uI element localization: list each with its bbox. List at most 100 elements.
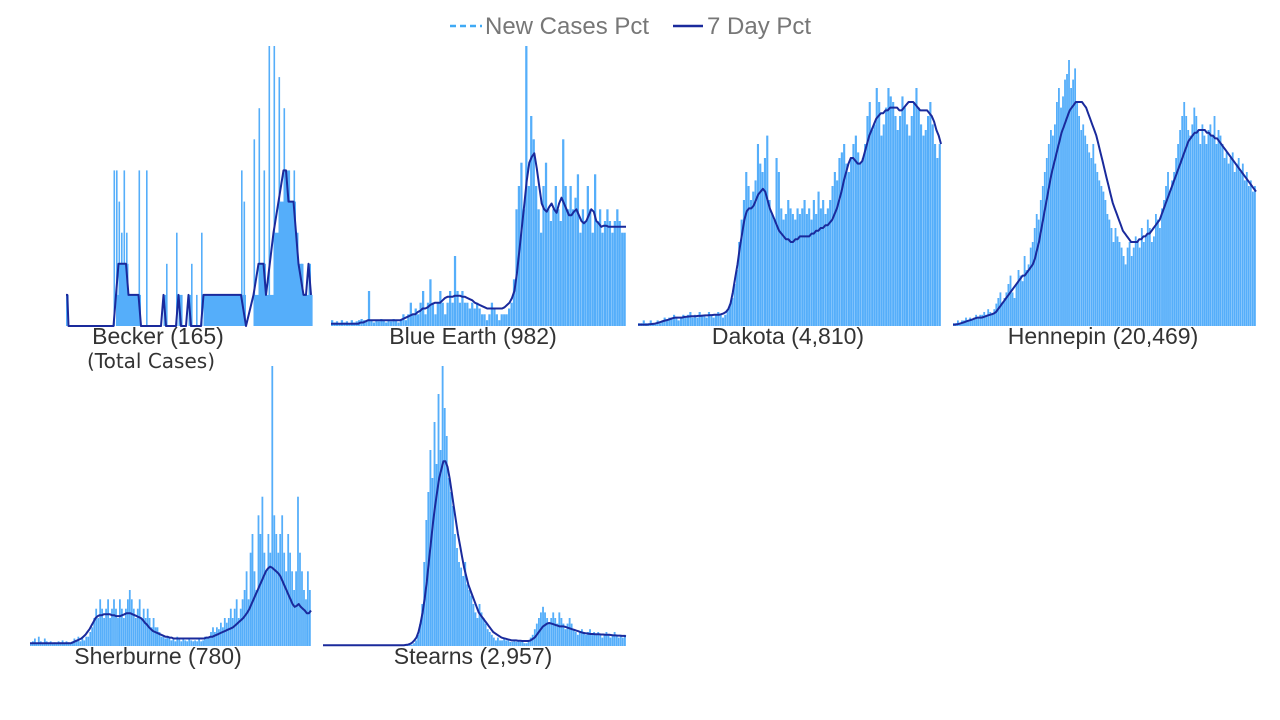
bar-new-cases-pct — [878, 102, 881, 326]
bar-new-cases-pct — [198, 638, 200, 646]
bar-new-cases-pct — [111, 608, 113, 646]
bar-new-cases-pct — [113, 170, 116, 326]
bar-new-cases-pct — [1151, 242, 1153, 326]
bar-new-cases-pct — [574, 632, 577, 646]
bar-new-cases-pct — [740, 219, 743, 326]
bar-new-cases-pct — [63, 643, 66, 646]
bar-new-cases-pct — [864, 144, 867, 326]
bar-new-cases-pct — [453, 256, 457, 326]
bar-new-cases-pct — [594, 174, 597, 326]
bar-new-cases-pct — [794, 219, 797, 326]
bar-new-cases-pct — [1126, 247, 1129, 326]
bar-new-cases-pct — [447, 478, 450, 646]
bar-new-cases-pct — [1031, 242, 1034, 326]
bar-new-cases-pct — [589, 209, 592, 326]
bars-group — [331, 46, 626, 326]
bar-new-cases-pct — [1108, 219, 1111, 326]
bar-new-cases-pct — [1157, 219, 1159, 326]
bar-new-cases-pct — [1144, 236, 1147, 326]
bar-new-cases-pct — [899, 116, 902, 326]
bar-new-cases-pct — [789, 208, 792, 326]
bar-new-cases-pct — [176, 232, 178, 326]
bar-new-cases-pct — [291, 571, 293, 646]
bar-new-cases-pct — [444, 314, 447, 326]
bar-new-cases-pct — [439, 450, 442, 646]
bar-new-cases-pct — [241, 170, 243, 326]
bar-new-cases-pct — [257, 515, 260, 646]
bar-new-cases-pct — [1211, 135, 1214, 326]
bar-new-cases-pct — [308, 263, 311, 326]
bar-new-cases-pct — [449, 492, 452, 646]
bar-new-cases-pct — [817, 191, 820, 326]
bar-new-cases-pct — [462, 576, 465, 646]
bar-new-cases-pct — [218, 629, 220, 646]
bar-new-cases-pct — [105, 608, 107, 646]
bar-new-cases-pct — [868, 102, 871, 326]
bar-new-cases-pct — [559, 221, 562, 326]
bar-new-cases-pct — [188, 638, 191, 646]
bar-new-cases-pct — [471, 302, 474, 326]
bar-new-cases-pct — [115, 608, 117, 646]
bar-new-cases-pct — [554, 618, 557, 646]
bar-new-cases-pct — [138, 170, 141, 326]
bar-new-cases-pct — [1118, 242, 1121, 326]
bar-new-cases-pct — [253, 571, 256, 646]
bar-new-cases-pct — [30, 643, 32, 646]
bar-new-cases-pct — [287, 534, 290, 646]
bar-new-cases-pct — [784, 214, 787, 326]
bar-new-cases-pct — [456, 548, 458, 646]
bar-new-cases-pct — [490, 302, 494, 326]
bar-new-cases-pct — [466, 584, 469, 646]
bar-new-cases-pct — [696, 317, 699, 326]
bar-new-cases-pct — [936, 158, 939, 326]
bar-new-cases-pct — [295, 571, 297, 646]
bar-new-cases-pct — [859, 163, 862, 326]
bar-new-cases-pct — [1023, 256, 1026, 326]
bar-new-cases-pct — [922, 135, 925, 326]
bar-new-cases-pct — [1015, 284, 1018, 326]
bar-new-cases-pct — [1041, 186, 1044, 326]
bar-new-cases-pct — [770, 214, 774, 326]
bar-new-cases-pct — [222, 627, 224, 646]
bar-new-cases-pct — [532, 139, 535, 326]
bar-new-cases-pct — [775, 158, 778, 326]
bar-new-cases-pct — [441, 366, 444, 646]
bar-new-cases-pct — [387, 320, 390, 326]
bar-new-cases-pct — [210, 632, 212, 646]
bar-new-cases-pct — [568, 618, 571, 646]
bar-new-cases-pct — [826, 208, 829, 326]
bar-new-cases-pct — [558, 612, 561, 646]
bar-new-cases-pct — [698, 312, 701, 326]
bar-new-cases-pct — [372, 322, 376, 326]
bar-new-cases-pct — [579, 232, 582, 326]
bar-new-cases-pct — [485, 320, 489, 326]
bar-new-cases-pct — [1019, 275, 1022, 326]
bar-new-cases-pct — [95, 608, 98, 646]
bar-new-cases-pct — [311, 294, 313, 326]
bar-new-cases-pct — [591, 634, 594, 646]
bar-new-cases-pct — [703, 314, 706, 326]
bar-new-cases-pct — [478, 308, 481, 326]
bar-new-cases-pct — [470, 595, 473, 646]
bar-new-cases-pct — [435, 464, 438, 646]
bar-new-cases-pct — [338, 323, 341, 326]
bar-new-cases-pct — [1003, 298, 1006, 326]
bar-new-cases-pct — [132, 608, 135, 646]
bar-new-cases-pct — [1229, 158, 1232, 326]
bar-new-cases-pct — [929, 102, 932, 326]
bar-new-cases-pct — [619, 634, 622, 646]
bar-new-cases-pct — [265, 571, 268, 646]
bar-new-cases-pct — [1201, 124, 1204, 327]
bar-new-cases-pct — [745, 172, 748, 326]
bar-new-cases-pct — [437, 394, 440, 646]
bars-group — [953, 60, 1256, 327]
bar-new-cases-pct — [1185, 116, 1188, 326]
bar-new-cases-pct — [505, 640, 508, 646]
bar-new-cases-pct — [146, 170, 148, 326]
bar-new-cases-pct — [812, 200, 815, 326]
bar-new-cases-pct — [601, 232, 604, 326]
bar-new-cases-pct — [51, 643, 54, 646]
bar-new-cases-pct — [1084, 135, 1087, 326]
bar-new-cases-pct — [190, 640, 193, 646]
bar-new-cases-pct — [1254, 186, 1256, 326]
